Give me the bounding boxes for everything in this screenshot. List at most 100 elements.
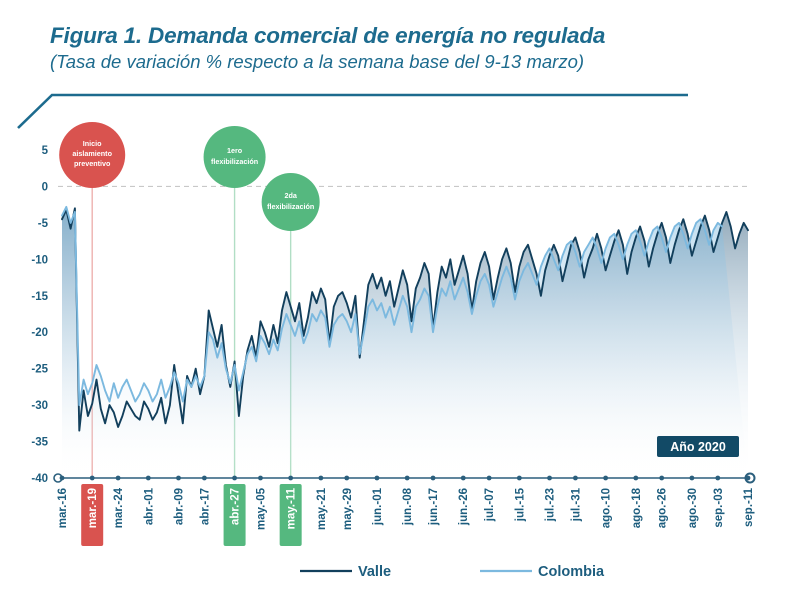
x-tick-dot (201, 475, 207, 481)
annotation-caption-line: 1ero (227, 146, 243, 155)
x-tick-label-group: ago.-18 (631, 487, 643, 528)
y-tick-label: -30 (31, 400, 48, 412)
x-axis-labels: mar.-16 mar.-19 mar.-24 abr.-01 abr.-09 abr.-… (57, 475, 755, 546)
annotation-caption-line: preventivo (74, 159, 111, 168)
y-tick-label: -5 (38, 218, 49, 230)
x-tick-dot (745, 475, 751, 481)
annotation-marker-flex1[interactable]: 1ero flexibilización (203, 126, 266, 188)
annotation-caption-line: flexibilización (267, 202, 314, 211)
x-tick-label-group: jul.-31 (570, 487, 582, 522)
x-tick-dot (404, 475, 410, 481)
y-axis-labels: 5 0 -5 -10 -15 -20 -25 -30 -35 -40 (31, 145, 48, 485)
x-tick-label-group: mar.-19 (81, 484, 104, 546)
x-tick-dot (115, 475, 121, 481)
x-tick-label-group: abr.-27 (223, 484, 246, 546)
x-tick-label: ago.-10 (601, 488, 613, 528)
x-tick-label: sep.-03 (713, 488, 725, 528)
x-tick-dot (258, 475, 263, 481)
x-tick-label: abr.-01 (143, 487, 155, 525)
page-title: Figura 1. Demanda comercial de energía n… (50, 22, 770, 74)
chart-legend: Valle Colombia (300, 564, 605, 580)
x-tick-label-group: ago.-30 (687, 488, 699, 528)
x-tick-dot (460, 475, 466, 481)
x-tick-label: may.-29 (342, 488, 354, 530)
x-tick-label-group: jul.-15 (514, 487, 526, 522)
legend-item-colombia[interactable]: Colombia (480, 564, 605, 580)
x-tick-label-group: jul.-07 (484, 488, 496, 522)
legend-label: Valle (358, 564, 391, 580)
x-tick-dot (344, 475, 350, 481)
x-tick-label-group: sep.-11 (743, 487, 755, 527)
x-tick-label: ago.-18 (631, 487, 643, 528)
x-tick-label: abr.-09 (173, 488, 185, 525)
x-tick-dot (516, 475, 522, 481)
x-tick-dot (145, 475, 151, 481)
annotation-marker-flex2[interactable]: 2da flexibilización (261, 173, 320, 231)
x-tick-label: jun.-01 (372, 487, 384, 526)
x-tick-label-group: abr.-17 (199, 488, 211, 525)
x-tick-dot (486, 475, 492, 481)
area-colombia (62, 206, 748, 478)
x-tick-label-group: sep.-03 (713, 488, 725, 528)
annotation-caption-line: 2da (284, 191, 297, 200)
x-tick-label: may.-05 (255, 487, 267, 530)
title-line-2: (Tasa de variación % respecto a la seman… (50, 51, 585, 73)
x-tick-label: abr.-27 (230, 488, 242, 525)
x-tick-label: abr.-17 (199, 488, 211, 525)
x-tick-label-group: jun.-08 (402, 487, 414, 526)
x-tick-label: jul.-23 (545, 488, 557, 522)
x-tick-dot (374, 475, 380, 481)
x-tick-label: mar.-16 (57, 488, 69, 528)
annotation-caption-line: aislamiento (72, 149, 112, 158)
annotation-caption-line: flexibilización (211, 157, 258, 166)
legend-label: Colombia (538, 564, 605, 580)
x-tick-label-group: abr.-01 (143, 487, 155, 525)
x-tick-label-group: may.-29 (342, 488, 354, 530)
badge-label: Año 2020 (670, 440, 726, 454)
y-tick-label: -15 (31, 291, 48, 303)
x-tick-dot (715, 475, 721, 481)
x-tick-dot (659, 475, 665, 481)
legend-item-valle[interactable]: Valle (300, 564, 391, 580)
x-tick-dot (689, 475, 695, 481)
y-tick-label: -20 (31, 327, 48, 339)
x-tick-dot (573, 475, 578, 481)
y-tick-label: -35 (31, 437, 48, 449)
x-tick-label: jun.-26 (458, 488, 470, 526)
y-tick-label: -25 (31, 364, 48, 376)
x-tick-label-group: mar.-24 (113, 487, 125, 528)
x-tick-label-group: jun.-17 (428, 488, 440, 526)
x-tick-label: jul.-31 (570, 487, 582, 522)
title-line-1: Figura 1. Demanda comercial de energía n… (50, 23, 606, 48)
x-tick-label: jun.-17 (428, 488, 440, 526)
y-tick-label: 0 (42, 181, 48, 193)
x-tick-label: ago.-30 (687, 488, 699, 528)
x-tick-label-group: jun.-26 (458, 488, 470, 526)
x-tick-label-group: ago.-26 (657, 488, 669, 528)
x-tick-dot (59, 475, 65, 481)
series-area-fills (62, 206, 748, 479)
x-tick-label: may.-11 (286, 487, 298, 529)
x-tick-dot (232, 475, 237, 481)
x-tick-label: jun.-08 (402, 487, 414, 526)
line-colombia (61, 205, 724, 407)
y-tick-label: -10 (31, 254, 48, 266)
status-badge: Año 2020 (657, 436, 739, 457)
x-tick-label-group: jul.-23 (545, 488, 557, 522)
x-tick-label-group: ago.-10 (601, 488, 613, 528)
x-tick-label-group: jun.-01 (372, 487, 384, 526)
x-tick-label-group: abr.-09 (173, 488, 185, 525)
x-tick-label: mar.-24 (113, 487, 125, 528)
decorative-bracket (17, 93, 688, 129)
y-tick-label: -40 (31, 473, 48, 485)
x-tick-label-group: mar.-16 (57, 488, 69, 528)
x-tick-label: jul.-15 (514, 487, 526, 522)
x-tick-dot (318, 475, 324, 481)
x-tick-dot (430, 475, 436, 481)
x-tick-label-group: may.-05 (255, 487, 267, 530)
x-tick-label-group: may.-21 (316, 487, 328, 530)
x-tick-label: may.-21 (316, 487, 328, 530)
